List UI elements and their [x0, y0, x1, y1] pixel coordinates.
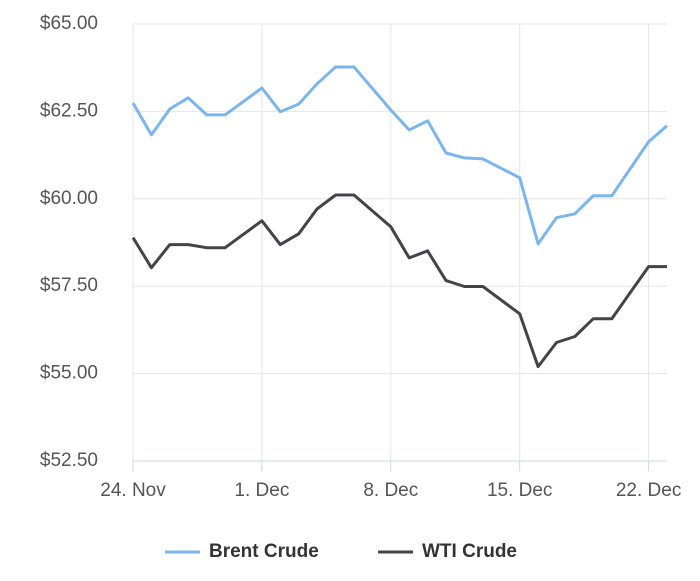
- y-tick-label: $52.50: [40, 450, 98, 471]
- x-tick-label: 22. Dec: [616, 480, 681, 501]
- y-tick-label: $65.00: [40, 13, 98, 34]
- series-line: [131, 65, 668, 246]
- legend-label: WTI Crude: [422, 541, 517, 562]
- y-tick-label: $57.50: [40, 275, 98, 296]
- x-tick-label: 1. Dec: [234, 480, 289, 501]
- legend-label: Brent Crude: [209, 541, 319, 562]
- y-tick-label: $55.00: [40, 363, 98, 384]
- x-tick-label: 15. Dec: [487, 480, 552, 501]
- x-tick-label: 24. Nov: [100, 480, 166, 501]
- x-tick-label: 8. Dec: [363, 480, 418, 501]
- y-tick-label: $60.00: [40, 188, 98, 209]
- series-line: [131, 193, 667, 369]
- y-tick-label: $62.50: [40, 100, 98, 121]
